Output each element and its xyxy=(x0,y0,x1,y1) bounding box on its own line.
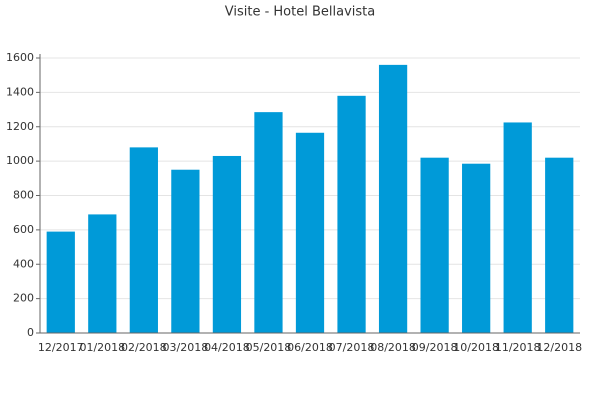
x-tick-label: 12/2017 xyxy=(38,341,84,354)
bar xyxy=(46,231,75,333)
x-tick-label: 08/2018 xyxy=(370,341,416,354)
x-tick-label: 02/2018 xyxy=(121,341,167,354)
x-tick-label: 01/2018 xyxy=(79,341,125,354)
bar xyxy=(129,147,158,333)
bar xyxy=(420,157,449,333)
x-tick-label: 05/2018 xyxy=(246,341,292,354)
y-tick-label: 800 xyxy=(13,189,34,202)
bar xyxy=(171,169,200,333)
y-tick-label: 600 xyxy=(13,223,34,236)
x-tick-label: 06/2018 xyxy=(287,341,333,354)
x-tick-label: 09/2018 xyxy=(412,341,458,354)
bar xyxy=(462,163,491,333)
bar xyxy=(254,112,283,333)
y-tick-label: 1200 xyxy=(6,120,34,133)
chart-title: Visite - Hotel Bellavista xyxy=(225,5,375,20)
bar xyxy=(212,155,242,333)
y-tick-label: 1600 xyxy=(6,51,34,64)
x-tick-label: 11/2018 xyxy=(495,341,541,354)
bar xyxy=(545,157,574,333)
y-tick-label: 0 xyxy=(27,326,34,339)
x-tick-label: 04/2018 xyxy=(204,341,250,354)
x-tick-label: 10/2018 xyxy=(453,341,499,354)
y-tick-label: 400 xyxy=(13,257,34,270)
y-tick-label: 1400 xyxy=(6,85,34,98)
bar xyxy=(337,95,366,333)
bar xyxy=(295,132,325,333)
bar xyxy=(503,122,532,333)
x-tick-label: 12/2018 xyxy=(536,341,582,354)
bar xyxy=(378,64,408,333)
y-tick-label: 200 xyxy=(13,292,34,305)
y-tick-label: 1000 xyxy=(6,154,34,167)
x-tick-label: 03/2018 xyxy=(163,341,209,354)
x-tick-label: 07/2018 xyxy=(329,341,375,354)
bar xyxy=(88,214,117,333)
